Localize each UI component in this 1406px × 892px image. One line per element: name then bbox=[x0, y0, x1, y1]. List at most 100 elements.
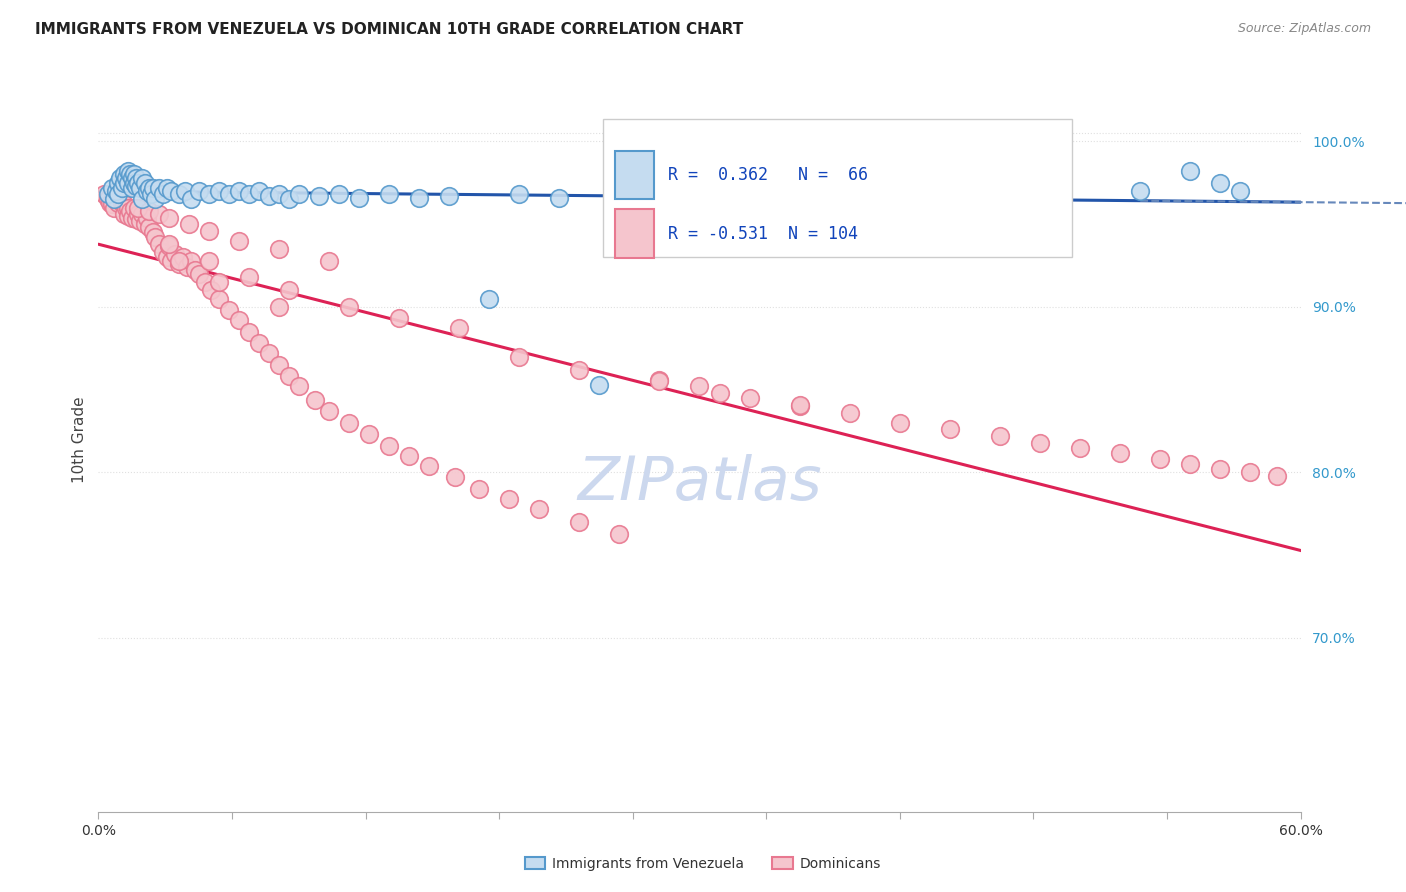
Point bbox=[97, 192, 120, 206]
Point bbox=[197, 253, 219, 268]
Point bbox=[1180, 457, 1202, 471]
Point bbox=[194, 275, 217, 289]
Point bbox=[689, 379, 711, 393]
Point bbox=[418, 458, 440, 473]
Point bbox=[101, 197, 124, 211]
Point bbox=[1239, 466, 1261, 480]
Point bbox=[808, 187, 831, 202]
Point bbox=[148, 207, 170, 221]
Point bbox=[238, 187, 260, 202]
Point bbox=[128, 207, 150, 221]
Point bbox=[134, 217, 156, 231]
Point bbox=[1180, 164, 1202, 178]
Point bbox=[114, 197, 136, 211]
Point bbox=[357, 427, 380, 442]
Point bbox=[97, 187, 120, 202]
Point bbox=[247, 336, 270, 351]
Point bbox=[93, 187, 115, 202]
Text: Source: ZipAtlas.com: Source: ZipAtlas.com bbox=[1237, 22, 1371, 36]
Point bbox=[180, 253, 202, 268]
Point bbox=[949, 162, 972, 177]
Point bbox=[308, 189, 330, 203]
Point bbox=[378, 439, 401, 453]
Point bbox=[1229, 184, 1251, 198]
Point bbox=[988, 429, 1011, 443]
Point bbox=[138, 220, 160, 235]
Point bbox=[172, 250, 194, 264]
Point bbox=[218, 187, 240, 202]
Point bbox=[138, 203, 160, 218]
Point bbox=[155, 250, 177, 264]
Point bbox=[588, 377, 610, 392]
Point bbox=[103, 192, 125, 206]
Point bbox=[478, 292, 501, 306]
Point bbox=[167, 187, 190, 202]
Point bbox=[838, 406, 860, 420]
Point bbox=[115, 201, 138, 215]
Point bbox=[238, 325, 260, 339]
Point bbox=[228, 234, 250, 248]
Point bbox=[111, 180, 134, 194]
Point bbox=[247, 184, 270, 198]
Point bbox=[115, 170, 138, 185]
Point bbox=[267, 242, 290, 256]
Y-axis label: 10th Grade: 10th Grade bbox=[72, 396, 87, 483]
Point bbox=[197, 224, 219, 238]
Point bbox=[107, 176, 129, 190]
Point bbox=[498, 491, 520, 506]
Point bbox=[648, 375, 671, 389]
Point bbox=[135, 211, 157, 225]
Point bbox=[529, 501, 551, 516]
Point bbox=[183, 263, 205, 277]
Point bbox=[105, 184, 128, 198]
Point bbox=[267, 187, 290, 202]
Point bbox=[159, 184, 181, 198]
Point bbox=[125, 179, 148, 194]
Point bbox=[1129, 184, 1152, 198]
Point bbox=[138, 180, 160, 194]
Point bbox=[167, 253, 190, 268]
Point bbox=[111, 195, 134, 210]
Point bbox=[177, 217, 200, 231]
Point bbox=[143, 192, 166, 206]
Point bbox=[789, 399, 811, 413]
Point bbox=[208, 275, 231, 289]
Point bbox=[228, 184, 250, 198]
Point bbox=[1029, 435, 1052, 450]
Point bbox=[117, 201, 139, 215]
Point bbox=[152, 245, 174, 260]
Point bbox=[218, 303, 240, 318]
Point bbox=[388, 311, 411, 326]
Point bbox=[107, 184, 129, 198]
Point bbox=[114, 168, 136, 182]
Point bbox=[288, 187, 311, 202]
Point bbox=[173, 184, 195, 198]
Point bbox=[148, 180, 170, 194]
Point bbox=[121, 211, 143, 225]
Point bbox=[187, 184, 209, 198]
Point bbox=[111, 187, 134, 202]
Point bbox=[157, 237, 180, 252]
Text: IMMIGRANTS FROM VENEZUELA VS DOMINICAN 10TH GRADE CORRELATION CHART: IMMIGRANTS FROM VENEZUELA VS DOMINICAN 1… bbox=[35, 22, 744, 37]
Point bbox=[1069, 441, 1091, 455]
Text: ZIPatlas: ZIPatlas bbox=[578, 455, 821, 514]
Point bbox=[609, 526, 631, 541]
Point bbox=[121, 180, 143, 194]
Point bbox=[378, 187, 401, 202]
FancyBboxPatch shape bbox=[603, 119, 1073, 257]
FancyBboxPatch shape bbox=[616, 210, 654, 258]
Point bbox=[318, 253, 340, 268]
Point bbox=[508, 187, 530, 202]
Point bbox=[267, 300, 290, 314]
Point bbox=[208, 292, 231, 306]
Point bbox=[125, 212, 148, 227]
Text: R = -0.531  N = 104: R = -0.531 N = 104 bbox=[668, 225, 858, 243]
Point bbox=[135, 184, 157, 198]
Point bbox=[789, 398, 811, 412]
Point bbox=[159, 253, 181, 268]
Point bbox=[1209, 462, 1232, 476]
Point bbox=[141, 226, 163, 240]
FancyBboxPatch shape bbox=[616, 151, 654, 199]
Point bbox=[939, 422, 962, 436]
Point bbox=[180, 192, 202, 206]
